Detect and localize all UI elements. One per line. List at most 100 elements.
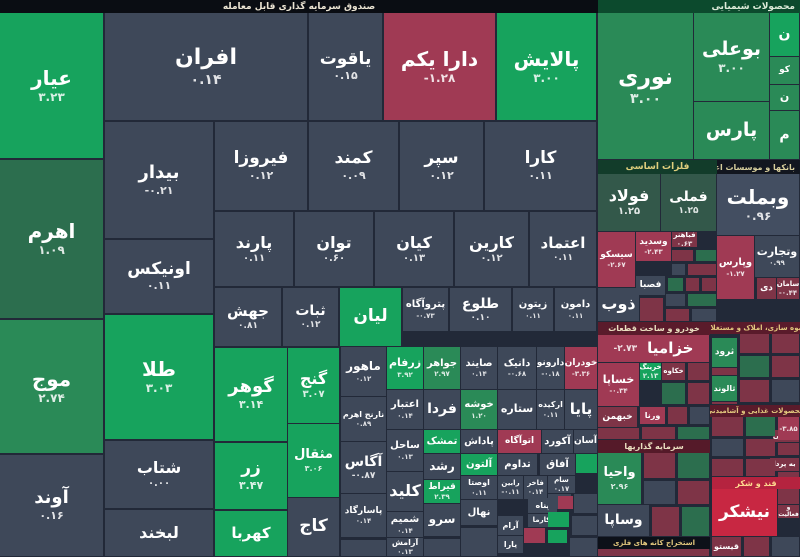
treemap-tile-small[interactable] (672, 250, 693, 261)
treemap-tile-small[interactable] (746, 417, 775, 436)
treemap-tile-small[interactable] (688, 294, 716, 306)
treemap-tile[interactable]: کلید (387, 472, 423, 511)
treemap-tile[interactable]: فصبا (636, 276, 665, 295)
treemap-tile[interactable]: ن (770, 13, 799, 56)
treemap-tile[interactable]: دارونو -۰.۱۸ (537, 347, 564, 389)
treemap-tile-small[interactable] (424, 539, 460, 556)
treemap-tile[interactable]: واحیا ۲.۹۶ (598, 453, 641, 504)
treemap-tile-small[interactable] (666, 309, 689, 321)
treemap-tile[interactable]: وپارس -۱.۲۷ (717, 236, 754, 299)
treemap-tile[interactable]: شتاب ۰.۰۰ (105, 441, 213, 508)
treemap-tile[interactable]: کارا ۰.۱۱ (485, 122, 596, 210)
treemap-tile-small[interactable] (572, 516, 597, 535)
treemap-tile[interactable]: ارکیده ۰.۱۱ (537, 390, 564, 429)
treemap-tile-small[interactable] (548, 512, 569, 527)
treemap-tile[interactable]: پارس (694, 102, 769, 159)
treemap-tile[interactable]: نارنج اهرم ۰.۸۹ (341, 397, 386, 441)
treemap-tile[interactable]: گنج ۳.۰۷ (288, 348, 339, 423)
treemap-tile[interactable]: کیان ۰.۱۳ (375, 212, 453, 286)
treemap-tile[interactable]: جواهر ۲.۹۷ (424, 347, 460, 389)
treemap-tile[interactable]: پاسارگاد ۰.۱۴ (341, 494, 386, 537)
treemap-tile[interactable]: دامون ۰.۱۱ (555, 288, 596, 331)
treemap-tile[interactable]: دی (757, 278, 776, 299)
treemap-tile[interactable]: آرامش ۰.۱۳ (387, 538, 423, 556)
treemap-tile-small[interactable] (644, 453, 675, 478)
treemap-tile[interactable]: خودران -۳.۳۶ (565, 347, 597, 389)
treemap-tile[interactable]: بوعلی ۳.۰۰ (694, 13, 769, 101)
treemap-tile-small[interactable] (772, 334, 799, 353)
treemap-tile-small[interactable] (690, 407, 709, 424)
treemap-tile[interactable]: موج ۲.۷۴ (0, 320, 103, 453)
treemap-tile-small[interactable] (712, 417, 743, 436)
treemap-tile[interactable]: سپر ۰.۱۲ (400, 122, 483, 210)
treemap-tile[interactable]: کهربا (215, 511, 287, 556)
treemap-tile-small[interactable] (461, 528, 497, 556)
treemap-tile[interactable]: ماهور ۰.۱۲ (341, 347, 386, 396)
treemap-tile[interactable]: سیسکو -۲.۶۷ (598, 232, 635, 287)
treemap-tile[interactable]: لیان (340, 288, 401, 346)
treemap-tile[interactable]: فیروزا ۰.۱۲ (215, 122, 307, 210)
treemap-tile[interactable]: ثرود (712, 338, 737, 367)
treemap-tile[interactable]: خوشه ۱.۲۰ (461, 390, 497, 429)
treemap-tile[interactable]: زر ۳.۴۷ (215, 443, 287, 509)
treemap-tile[interactable]: اعتماد ۰.۱۱ (530, 212, 596, 286)
treemap-tile-small[interactable] (712, 439, 743, 456)
treemap-tile-small[interactable] (644, 481, 675, 504)
treemap-tile-small[interactable] (692, 309, 716, 321)
treemap-tile[interactable]: ثالوند (712, 376, 737, 401)
treemap-tile[interactable]: کارین ۰.۱۲ (455, 212, 528, 286)
treemap-tile[interactable]: فاخر ۰.۱۴ (524, 476, 547, 499)
treemap-tile-small[interactable] (682, 507, 709, 536)
treemap-tile[interactable]: یاقوت ۰.۱۵ (309, 13, 382, 120)
treemap-tile-small[interactable] (712, 459, 743, 476)
treemap-tile-small[interactable] (548, 530, 567, 543)
treemap-tile-small[interactable] (740, 334, 769, 353)
treemap-tile-small[interactable] (686, 278, 699, 291)
treemap-tile[interactable]: جهش ۰.۸۱ (215, 288, 281, 346)
treemap-tile[interactable]: فباهنر ۰.۶۳ (672, 232, 697, 247)
treemap-tile[interactable]: آفاق (540, 454, 575, 475)
treemap-tile[interactable]: کو (770, 57, 799, 84)
treemap-tile-small[interactable] (746, 459, 775, 476)
treemap-tile[interactable]: بیدار -۰.۲۱ (105, 122, 213, 238)
treemap-tile-small[interactable] (772, 356, 799, 377)
treemap-tile[interactable]: و فعالیت (778, 505, 799, 518)
treemap-tile[interactable]: نهال (461, 500, 497, 525)
treemap-tile-small[interactable] (341, 540, 386, 556)
treemap-tile[interactable]: مثقال ۳.۰۶ (288, 424, 339, 497)
treemap-tile-small[interactable] (662, 383, 685, 404)
treemap-tile[interactable]: سامان -۰.۴۴ (777, 278, 799, 299)
treemap-tile[interactable]: پایا (565, 390, 597, 429)
treemap-tile[interactable]: پاداش (461, 430, 497, 453)
treemap-tile[interactable]: م (770, 111, 799, 159)
treemap-tile[interactable]: خرینگ ۲.۱۳ (640, 363, 661, 380)
treemap-tile-small[interactable] (712, 402, 737, 404)
treemap-tile-small[interactable] (574, 494, 597, 513)
treemap-tile-small[interactable] (598, 549, 709, 556)
treemap-tile-small[interactable] (746, 439, 775, 456)
treemap-tile-small[interactable] (666, 294, 685, 306)
treemap-tile[interactable]: اهرم ۱.۰۹ (0, 160, 103, 318)
treemap-tile-small[interactable] (668, 407, 687, 424)
treemap-tile[interactable]: وتجارت ۰.۹۹ (755, 236, 799, 277)
treemap-tile-small[interactable] (696, 250, 716, 261)
treemap-tile-small[interactable] (772, 380, 799, 402)
treemap-tile[interactable]: پارند ۰.۱۱ (215, 212, 293, 286)
treemap-tile[interactable]: آگاس -۰.۸۷ (341, 442, 386, 493)
treemap-tile-small[interactable] (678, 453, 709, 478)
treemap-tile[interactable]: کاج (288, 498, 339, 556)
treemap-tile-small[interactable] (598, 428, 639, 439)
treemap-tile-small[interactable] (678, 481, 709, 504)
treemap-tile-small[interactable] (688, 383, 709, 404)
treemap-tile[interactable]: وساپا (598, 505, 649, 536)
treemap-tile[interactable]: یارا (498, 536, 523, 553)
treemap-tile[interactable]: فملی ۱.۲۵ (661, 174, 716, 231)
treemap-tile[interactable]: آلتون (461, 454, 497, 475)
treemap-tile[interactable]: عیار ۳.۲۳ (0, 13, 103, 158)
treemap-tile-small[interactable] (740, 356, 769, 377)
treemap-tile[interactable]: صایند ۰.۱۴ (461, 347, 497, 389)
treemap-tile[interactable]: افران ۰.۱۴ (105, 13, 307, 120)
treemap-tile-small[interactable] (678, 427, 709, 439)
treemap-tile[interactable]: رشد (424, 454, 460, 479)
treemap-tile[interactable]: دارا یکم -۱.۲۸ (384, 13, 495, 120)
